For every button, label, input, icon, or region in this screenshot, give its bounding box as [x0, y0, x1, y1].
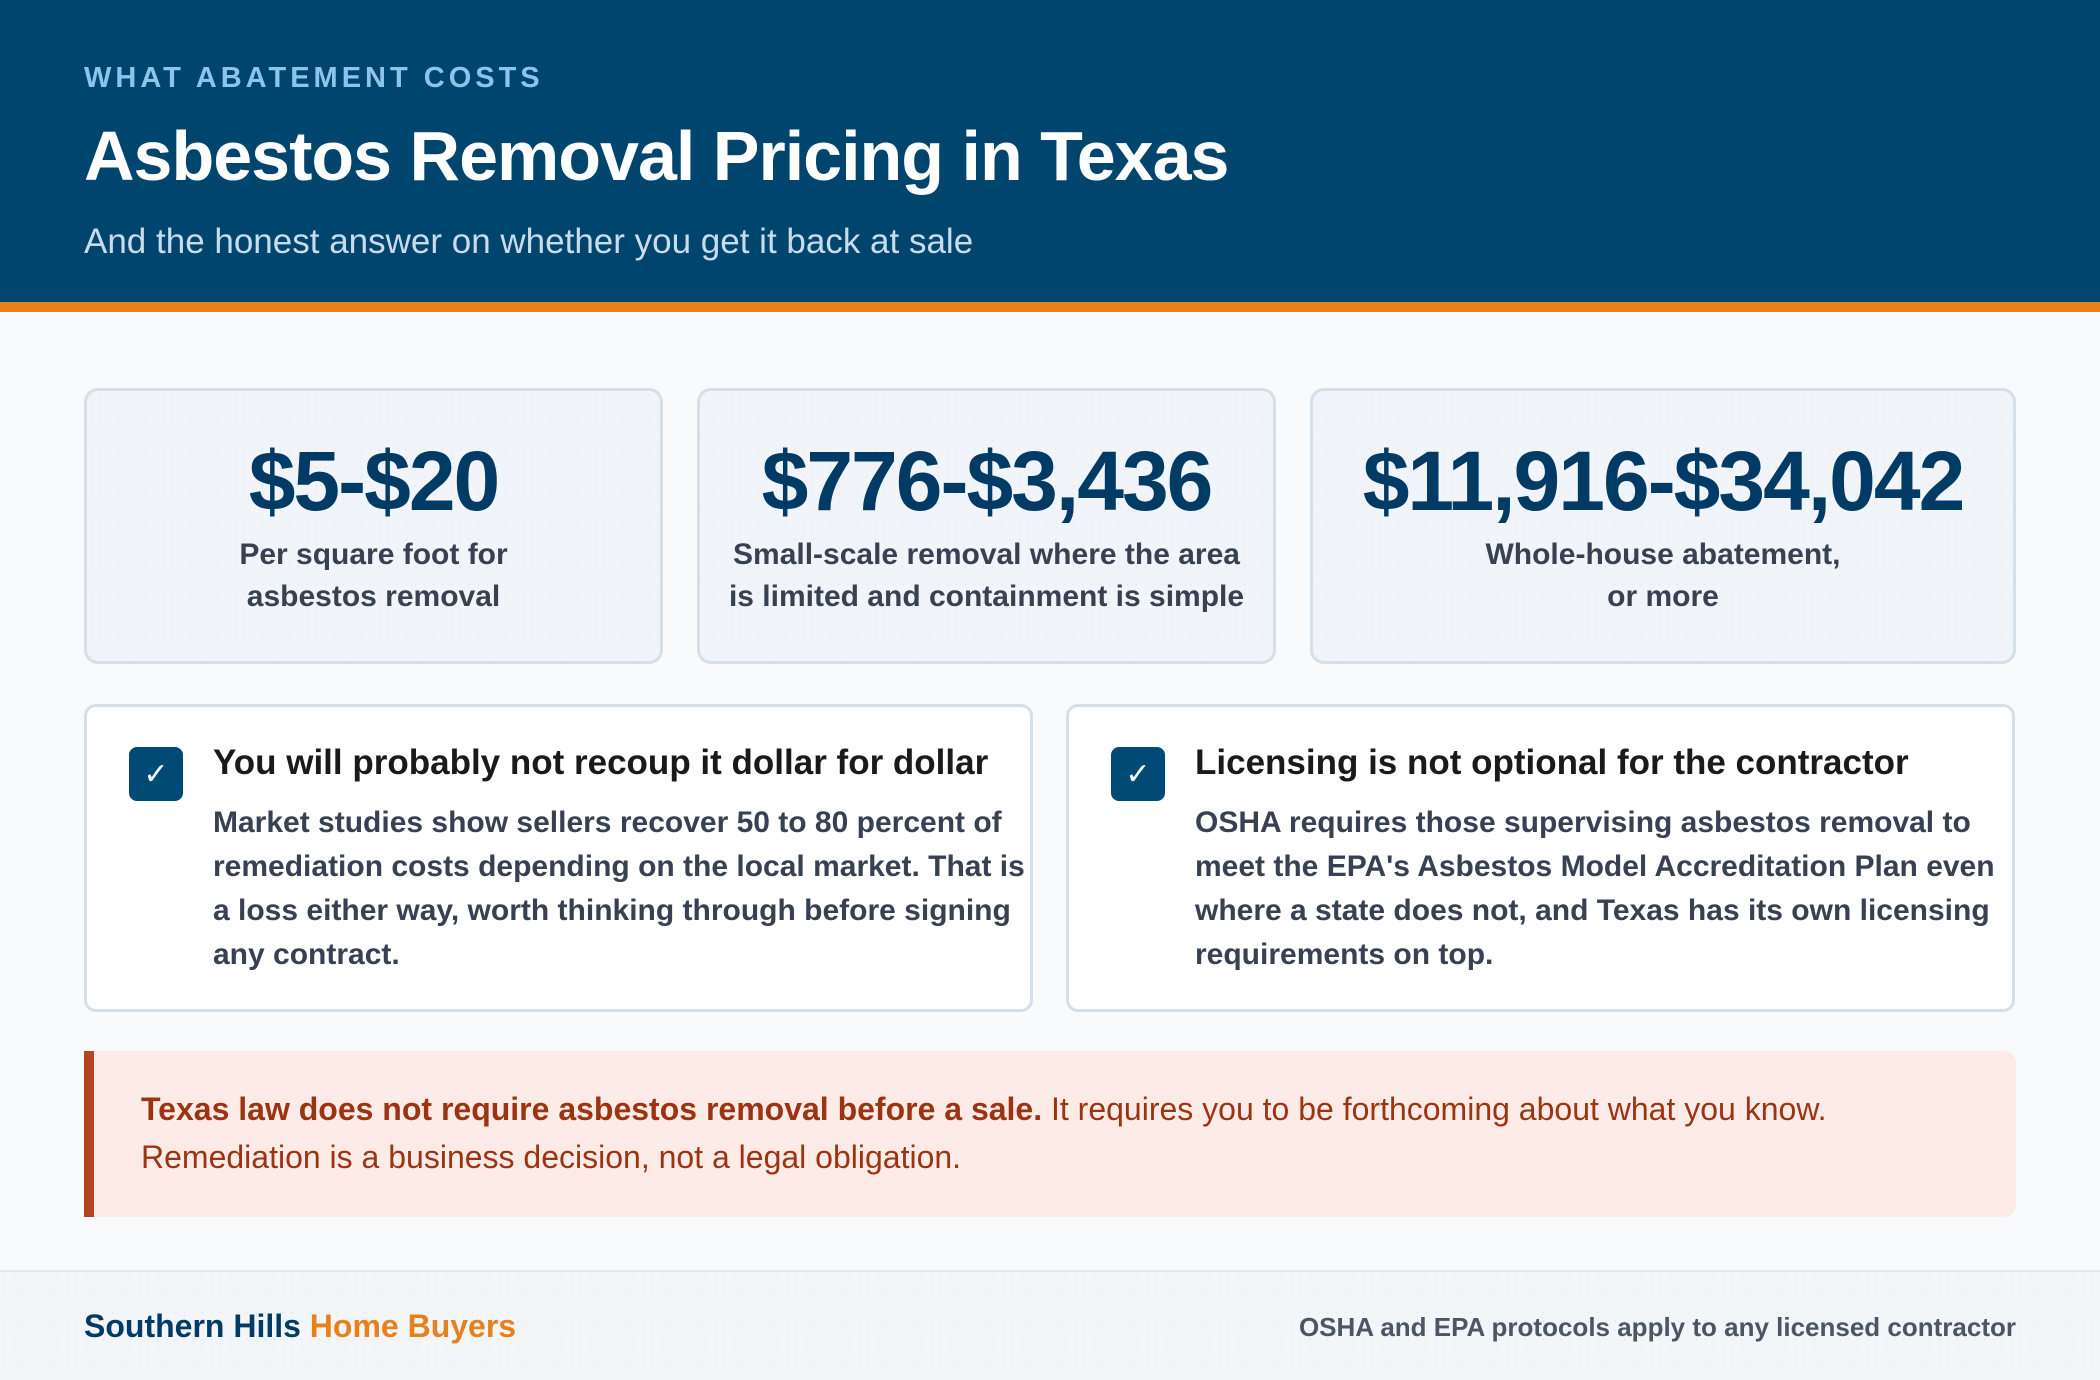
stat-caption-line: asbestos removal	[246, 580, 501, 613]
stat-value: $11,916-$34,042	[1362, 434, 1966, 528]
card-title: Licensing is not optional for the contra…	[1195, 743, 1909, 782]
eyebrow-label: WHAT ABATEMENT COSTS	[84, 62, 544, 94]
callout-line-2: Remediation is a business decision, not …	[141, 1139, 962, 1175]
stat-caption-line: Small-scale removal where the area	[733, 538, 1240, 571]
card-title: You will probably not recoup it dollar f…	[213, 743, 989, 782]
footer-note: OSHA and EPA protocols apply to any lice…	[1298, 1312, 2016, 1342]
info-card-recoup: ✓ You will probably not recoup it dollar…	[84, 704, 1033, 1012]
card-body-line: remediation costs depending on the local…	[213, 850, 1025, 883]
page-subtitle: And the honest answer on whether you get…	[84, 222, 974, 261]
stat-value: $5-$20	[248, 434, 501, 528]
card-body-line: requirements on top.	[1195, 938, 1494, 971]
callout-line-1: Texas law does not require asbestos remo…	[141, 1085, 2016, 1133]
stat-caption-line: Whole-house abatement,	[1485, 538, 1841, 571]
card-body-line: where a state does not, and Texas has it…	[1195, 894, 1990, 927]
card-body: Market studies show sellers recover 50 t…	[213, 801, 1025, 977]
stat-card-whole-house: $11,916-$34,042 Whole-house abatement, o…	[1310, 388, 2016, 664]
card-body-line: a loss either way, worth thinking throug…	[213, 894, 1011, 927]
brand-logo: Southern Hills Home Buyers	[84, 1308, 516, 1345]
stat-card-per-sqft: $5-$20 Per square foot for asbestos remo…	[84, 388, 663, 664]
callout-rest: It requires you to be forthcoming about …	[1042, 1091, 1827, 1127]
checkmark-icon: ✓	[1111, 747, 1165, 801]
stat-caption: Per square foot for asbestos removal	[107, 534, 640, 618]
page-title: Asbestos Removal Pricing in Texas	[84, 117, 1229, 195]
legal-callout: Texas law does not require asbestos remo…	[84, 1051, 2016, 1217]
stat-card-small-scale: $776-$3,436 Small-scale removal where th…	[697, 388, 1276, 664]
stat-caption-line: or more	[1607, 580, 1719, 613]
stat-value: $776-$3,436	[761, 434, 1214, 528]
brand-primary: Southern Hills	[84, 1308, 301, 1344]
stat-caption: Small-scale removal where the area is li…	[720, 534, 1253, 618]
callout-bold: Texas law does not require asbestos remo…	[141, 1091, 1043, 1127]
footer: Southern Hills Home Buyers OSHA and EPA …	[0, 1270, 2100, 1380]
card-body: OSHA requires those supervising asbestos…	[1195, 801, 1995, 977]
brand-secondary: Home Buyers	[309, 1308, 517, 1344]
card-body-line: OSHA requires those supervising asbestos…	[1195, 806, 1971, 839]
checkmark-icon: ✓	[129, 747, 183, 801]
card-body-line: any contract.	[213, 938, 400, 971]
stat-caption-line: Per square foot for	[239, 538, 508, 571]
card-body-line: Market studies show sellers recover 50 t…	[213, 806, 1002, 839]
stat-caption-line: is limited and containment is simple	[728, 580, 1245, 613]
info-card-licensing: ✓ Licensing is not optional for the cont…	[1066, 704, 2015, 1012]
stat-caption: Whole-house abatement, or more	[1333, 534, 1993, 618]
card-body-line: meet the EPA's Asbestos Model Accreditat…	[1195, 850, 1995, 883]
header-banner: WHAT ABATEMENT COSTS Asbestos Removal Pr…	[0, 0, 2100, 312]
